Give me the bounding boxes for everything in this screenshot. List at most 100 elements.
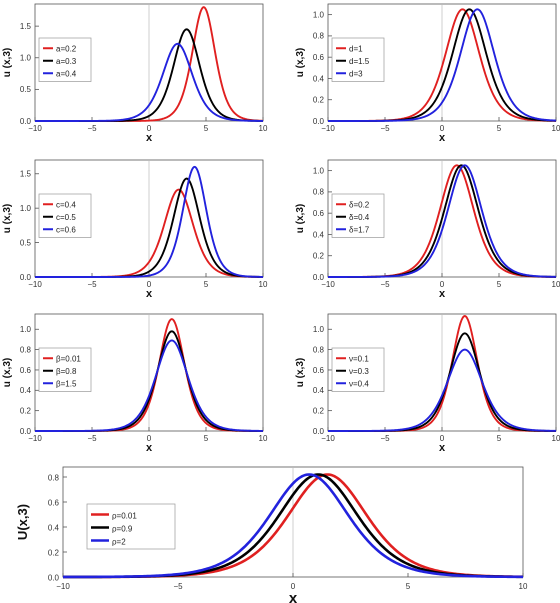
x-tick-label: 0 — [291, 582, 296, 591]
legend-entry: c=0.6 — [56, 225, 76, 234]
x-tick-label: −10 — [28, 124, 42, 133]
x-axis-label: x — [439, 288, 446, 300]
y-tick-label: 0.5 — [20, 238, 32, 247]
chart-panel-3: −10 −5 0 5 100.00.51.01.5xu (x,3) c=0.4c=0.5c… — [2, 159, 268, 300]
x-tick-label: 5 — [204, 434, 209, 443]
y-tick-label: 1.0 — [313, 325, 325, 334]
y-tick-label: 0.2 — [48, 549, 60, 558]
y-axis-label: u (x,3) — [295, 358, 306, 387]
x-tick-label: −10 — [28, 434, 42, 443]
legend-entry: d=1.5 — [349, 57, 370, 66]
x-tick-label: 0 — [440, 124, 445, 133]
y-tick-label: 0.0 — [20, 117, 32, 126]
y-tick-label: 0.6 — [313, 53, 325, 62]
legend-entry: β=1.5 — [56, 379, 77, 388]
legend-entry: ν=0.4 — [349, 379, 369, 388]
legend-entry: c=0.5 — [56, 213, 76, 222]
y-tick-label: 0.0 — [313, 427, 325, 436]
x-tick-label: 5 — [497, 280, 502, 289]
x-tick-label: 5 — [204, 124, 209, 133]
x-tick-label: −5 — [380, 124, 390, 133]
series-line-3 — [328, 8, 557, 122]
y-tick-label: 0.0 — [20, 273, 32, 282]
x-axis-label: x — [146, 132, 153, 144]
legend-entry: d=1 — [349, 44, 363, 53]
legend-entry: ρ=2 — [112, 538, 126, 547]
legend-entry: a=0.2 — [56, 44, 77, 53]
y-tick-label: 1.0 — [313, 10, 325, 19]
legend: c=0.4 c=0.5 c=0.6 — [38, 193, 92, 238]
y-axis-label: u (x,3) — [2, 204, 13, 233]
legend: a=0.2 a=0.3 a=0.4 — [38, 37, 92, 82]
legend-entry: δ=0.2 — [349, 200, 370, 209]
legend: δ=0.2 δ=0.4 δ=1.7 — [331, 193, 385, 238]
legend-entry: a=0.4 — [56, 69, 77, 78]
legend-entry: δ=0.4 — [349, 213, 370, 222]
y-tick-label: 0.4 — [48, 524, 60, 533]
y-tick-label: 0.0 — [313, 117, 325, 126]
series-line-3 — [35, 165, 264, 278]
y-tick-label: 0.2 — [313, 96, 325, 105]
x-tick-label: −5 — [173, 582, 183, 591]
y-tick-label: 0.6 — [20, 366, 32, 375]
x-tick-label: 5 — [406, 582, 411, 591]
chart-panel-2: −10 −5 0 5 100.00.20.40.60.81.0xu (x,3) d=1d=… — [295, 3, 560, 144]
x-tick-label: 0 — [147, 434, 152, 443]
x-tick-label: 5 — [497, 434, 502, 443]
y-tick-label: 0.5 — [20, 85, 32, 94]
x-tick-label: −10 — [56, 582, 70, 591]
legend-entry: c=0.4 — [56, 200, 76, 209]
y-tick-label: 0.6 — [313, 209, 325, 218]
x-tick-label: −5 — [87, 434, 97, 443]
legend-entry: ρ=0.01 — [112, 512, 137, 521]
x-tick-label: −10 — [321, 434, 335, 443]
legend-entry: ν=0.3 — [349, 367, 369, 376]
y-axis-label: u (x,3) — [2, 358, 13, 387]
legend-entry: δ=1.7 — [349, 225, 370, 234]
chart-panel-5: −10 −5 0 5 10 0.0 0.2 0.4 0.6 0.8 1.0 x u (x,3) β=0.0… — [2, 313, 268, 454]
series-line-3 — [328, 348, 557, 432]
legend: β=0.01 β=0.8 β=1.5 — [38, 347, 92, 392]
legend: d=1 d=1.5 d=3 — [331, 37, 385, 82]
y-tick-label: 0.4 — [313, 230, 325, 239]
x-tick-label: 10 — [552, 124, 560, 133]
y-tick-label: 1.5 — [20, 170, 32, 179]
y-axis-label: u (x,3) — [295, 48, 306, 77]
legend-entry: β=0.01 — [56, 354, 81, 363]
x-tick-label: 10 — [519, 582, 528, 591]
x-axis-label: x — [146, 288, 153, 300]
x-tick-label: 10 — [259, 280, 268, 289]
legend: ρ=0.01 ρ=0.9 ρ=2 — [86, 503, 176, 550]
y-tick-label: 0.6 — [313, 366, 325, 375]
y-tick-label: 1.0 — [313, 166, 325, 175]
x-tick-label: 10 — [552, 434, 560, 443]
x-tick-label: 0 — [147, 124, 152, 133]
chart-panel-4: −10 −5 0 5 10 0.0 0.2 0.4 0.6 0.8 1.0 x u (x,3) δ=0.2… — [295, 159, 560, 300]
chart-panel-6: −10 −5 0 5 10 0.0 0.2 0.4 0.6 0.8 1.0 x u (x,3) ν=0.1… — [295, 313, 560, 454]
x-tick-label: −10 — [28, 280, 42, 289]
x-tick-label: 0 — [147, 280, 152, 289]
y-tick-label: 0.8 — [20, 345, 32, 354]
legend-entry: β=0.8 — [56, 367, 77, 376]
series-line-3 — [63, 473, 523, 579]
y-tick-label: 0.4 — [313, 386, 325, 395]
y-axis-label: U(x,3) — [15, 504, 30, 540]
y-axis-label: u (x,3) — [295, 204, 306, 233]
x-tick-label: −10 — [321, 280, 335, 289]
chart-panel-1: −10 −5 0 5 100.00.51.01.5xu (x,3) a=0.2a=0.3a… — [2, 3, 268, 144]
x-tick-label: 10 — [259, 124, 268, 133]
legend-entry: a=0.3 — [56, 57, 77, 66]
y-tick-label: 1.0 — [20, 325, 32, 334]
x-tick-label: −10 — [321, 124, 335, 133]
x-tick-label: −5 — [380, 280, 390, 289]
chart-panel-7: −10 −5 0 5 100.00.20.40.60.8xU(x,3) ρ=0.01ρ=0… — [15, 466, 528, 603]
x-axis-label: x — [439, 132, 446, 144]
x-axis-label: x — [289, 590, 298, 603]
y-tick-label: 0.0 — [48, 574, 60, 583]
y-tick-label: 0.8 — [313, 345, 325, 354]
y-tick-label: 0.2 — [20, 406, 32, 415]
x-tick-label: 10 — [552, 280, 560, 289]
y-tick-label: 0.0 — [313, 273, 325, 282]
x-tick-label: 0 — [440, 434, 445, 443]
